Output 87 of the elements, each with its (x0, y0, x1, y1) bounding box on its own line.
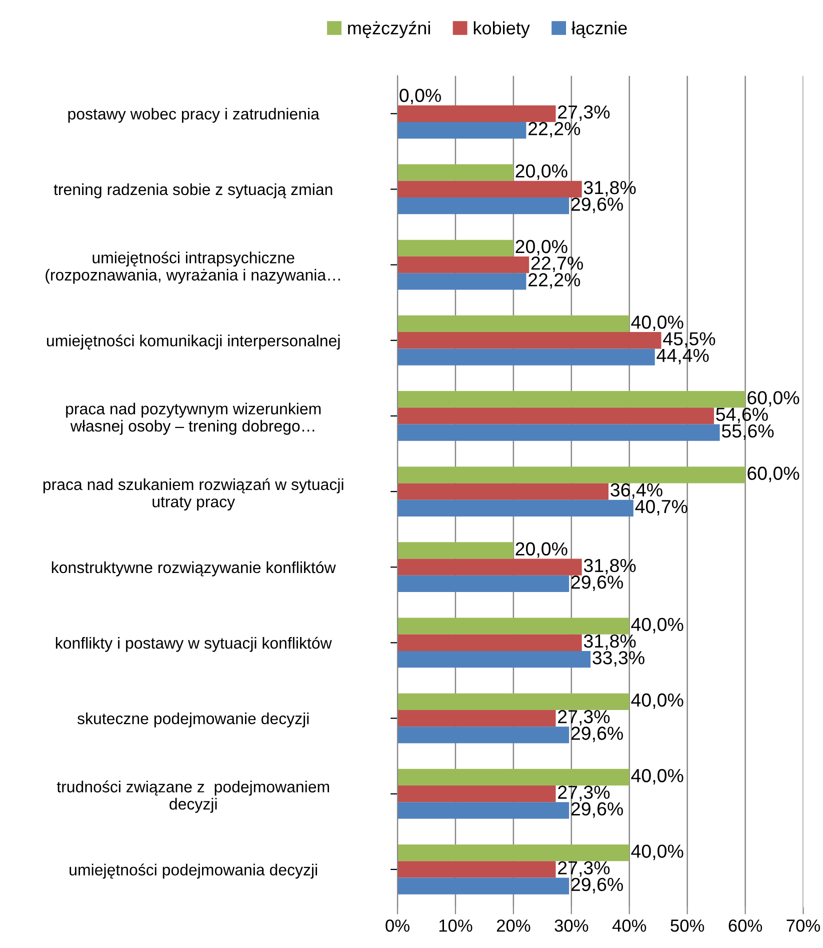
legend-label: łącznie (572, 21, 627, 38)
bar (398, 802, 570, 819)
legend-label: kobiety (474, 21, 530, 38)
bar (398, 408, 714, 424)
bar (398, 651, 591, 668)
y-tick-label: postawy wobec pracy i zatrudnienia (68, 108, 320, 123)
bar (398, 861, 556, 878)
data-label: 29,6% (571, 726, 623, 742)
data-label: 29,6% (571, 878, 623, 894)
data-label: 31,8% (584, 634, 636, 650)
bar (398, 273, 526, 290)
bar (398, 180, 582, 198)
data-label: 27,3% (558, 105, 610, 121)
x-tick-label: 30% (554, 920, 588, 932)
y-tick-label: praca nad szukaniem rozwiązań w sytuacji utraty pracy (43, 478, 344, 510)
bar (398, 634, 582, 652)
bar (398, 315, 630, 332)
y-tick-label: umiejętności komunikacji interpersonalnej (47, 334, 340, 350)
data-label: 40,0% (631, 316, 684, 331)
bar (398, 348, 655, 366)
x-tick-label: 20% (496, 920, 530, 932)
data-label: 20,0% (516, 240, 568, 256)
y-tick-label: konflikty i postawy w sytuacji konfliktów (56, 636, 332, 652)
bar (398, 105, 556, 122)
bar (398, 198, 570, 214)
bar (398, 240, 514, 256)
data-label: 27,3% (558, 861, 610, 877)
data-label: 40,7% (635, 500, 688, 516)
bar (398, 693, 630, 710)
bar (398, 483, 608, 500)
data-label: 45,5% (663, 332, 716, 348)
y-tick-label: skuteczne podejmowanie decyzji (77, 712, 309, 728)
data-label: 27,3% (558, 786, 610, 802)
bar (398, 558, 582, 576)
y-tick-label: trudności związane z podejmowaniem decyzji (56, 780, 330, 813)
data-label: 60,0% (748, 391, 800, 407)
x-tick-label: 60% (728, 920, 762, 932)
y-tick-label: umiejętności podejmowania decyzji (70, 864, 318, 879)
data-label: 22,2% (528, 273, 580, 289)
bar (398, 575, 570, 592)
y-tick-label: trening radzenia sobie z sytuacją zmian (54, 183, 332, 198)
data-label: 60,0% (748, 466, 800, 482)
data-label: 40,0% (631, 618, 684, 634)
data-label: 44,4% (656, 348, 709, 364)
bar (398, 332, 662, 349)
data-label: 29,6% (571, 576, 623, 591)
y-tick-label: praca nad pozytywnym wizerunkiem własnej osoby – trening dobrego… (66, 402, 321, 435)
bar (398, 878, 570, 894)
x-tick-label: 50% (670, 920, 704, 932)
data-label: 54,6% (716, 408, 768, 424)
bar (398, 466, 746, 484)
bar (398, 786, 556, 802)
bar (398, 768, 630, 786)
data-label: 55,6% (722, 424, 774, 440)
x-tick-label: 70% (786, 920, 820, 932)
bar (398, 542, 514, 559)
bar (398, 164, 514, 181)
y-tick-label: umiejętności intrapsychiczne (rozpoznawania, wyrażania i nazywania… (46, 251, 340, 284)
legend-label: mężczyźni (348, 20, 430, 38)
data-label: 22,7% (531, 256, 583, 272)
y-tick-label: konstruktywne rozwiązywanie konfliktów (52, 561, 336, 576)
data-label: 22,2% (528, 122, 580, 138)
data-label: 27,3% (558, 710, 610, 726)
x-tick-label: 10% (439, 920, 472, 932)
bar (398, 844, 630, 862)
data-label: 40,0% (631, 693, 684, 709)
bar (398, 256, 530, 274)
bar (398, 618, 630, 634)
bar (398, 122, 526, 139)
x-tick-label: 0% (386, 920, 410, 932)
bar (398, 391, 746, 408)
data-label: 33,3% (592, 651, 644, 667)
data-label: 0,0% (400, 88, 441, 104)
bar (398, 710, 556, 727)
data-label: 29,6% (571, 802, 623, 818)
data-label: 31,8% (584, 558, 636, 574)
data-label: 40,0% (631, 844, 684, 860)
data-label: 29,6% (571, 198, 623, 214)
data-label: 20,0% (516, 164, 568, 180)
bar (398, 726, 570, 744)
bar (398, 500, 634, 516)
x-tick-label: 40% (612, 920, 646, 932)
data-label: 40,0% (631, 768, 684, 784)
data-label: 31,8% (584, 180, 636, 196)
data-label: 36,4% (610, 483, 662, 499)
data-label: 20,0% (516, 542, 568, 558)
bar (398, 424, 720, 441)
